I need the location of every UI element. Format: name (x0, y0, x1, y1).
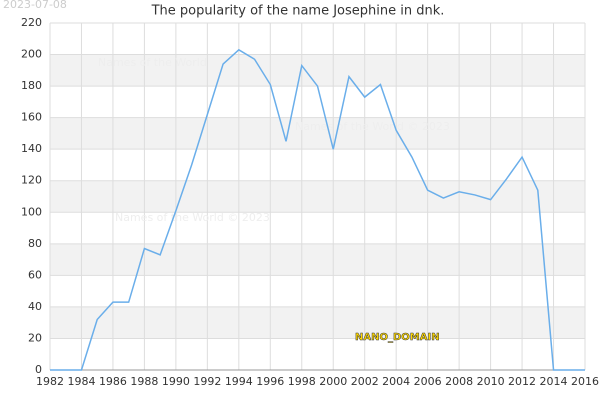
y-tick-label: 20 (28, 331, 42, 344)
y-tick-label: 100 (21, 205, 42, 218)
y-tick-label: 40 (28, 300, 42, 313)
annotation: NANO_DOMAIN (355, 332, 440, 343)
x-tick-label: 1982 (36, 375, 64, 388)
x-tick-label: 1990 (162, 375, 190, 388)
x-tick-label: 1996 (256, 375, 284, 388)
grid-band (50, 180, 585, 213)
annotation: Names of the World © 2023 (295, 120, 450, 133)
x-tick-label: 2006 (414, 375, 442, 388)
annotation: Names of the World (98, 56, 207, 69)
grid-band (50, 117, 585, 150)
x-tick-label: 2002 (351, 375, 379, 388)
line-series (50, 48, 585, 371)
x-tick-label: 1988 (130, 375, 158, 388)
annotation: Names of the World © 2023 (115, 211, 270, 224)
x-tick-label: 1994 (225, 375, 253, 388)
y-tick-label: 220 (21, 16, 42, 29)
x-tick-label: 2010 (477, 375, 505, 388)
x-tick-label: 2016 (571, 375, 599, 388)
y-tick-label: 0 (35, 363, 42, 376)
y-tick-label: 140 (21, 142, 42, 155)
x-tick-label: 2012 (508, 375, 536, 388)
x-tick-label: 1986 (99, 375, 127, 388)
x-tick-label: 2014 (540, 375, 568, 388)
y-tick-label: 80 (28, 237, 42, 250)
grid-band (50, 54, 585, 87)
x-tick-label: 2004 (382, 375, 410, 388)
grid-band (50, 306, 585, 339)
y-tick-label: 160 (21, 111, 42, 124)
y-tick-label: 60 (28, 268, 42, 281)
y-tick-label: 120 (21, 174, 42, 187)
x-tick-label: 1998 (288, 375, 316, 388)
x-tick-label: 2008 (445, 375, 473, 388)
annotation: 2023-07-08 (3, 0, 67, 11)
x-tick-label: 2000 (319, 375, 347, 388)
x-tick-label: 1984 (67, 375, 95, 388)
chart-title: The popularity of the name Josephine in … (151, 4, 445, 19)
y-tick-label: 180 (21, 79, 42, 92)
grid-band (50, 243, 585, 276)
y-tick-label: 200 (21, 48, 42, 61)
x-tick-label: 1992 (193, 375, 221, 388)
